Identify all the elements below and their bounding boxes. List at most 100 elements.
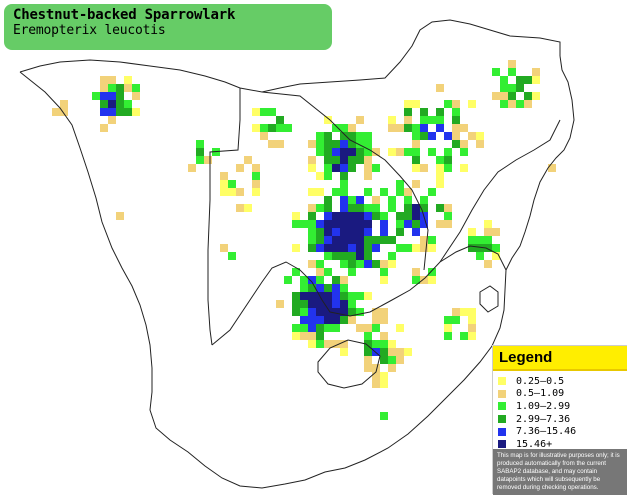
distribution-cell — [324, 236, 332, 244]
distribution-cell — [92, 92, 100, 100]
distribution-cell — [332, 140, 340, 148]
distribution-cell — [348, 260, 356, 268]
distribution-cell — [388, 148, 396, 156]
distribution-cell — [476, 140, 484, 148]
distribution-cell — [380, 212, 388, 220]
lesotho-outline — [317, 339, 381, 389]
distribution-cell — [404, 124, 412, 132]
distribution-cell — [420, 276, 428, 284]
distribution-cell — [356, 260, 364, 268]
distribution-cell — [428, 276, 436, 284]
distribution-cell — [404, 188, 412, 196]
distribution-cell — [116, 108, 124, 116]
distribution-cell — [348, 212, 356, 220]
distribution-cell — [316, 260, 324, 268]
distribution-cell — [436, 220, 444, 228]
distribution-cell — [228, 188, 236, 196]
distribution-cell — [236, 188, 244, 196]
distribution-cell — [100, 100, 108, 108]
distribution-cell — [356, 244, 364, 252]
distribution-cell — [340, 316, 348, 324]
distribution-cell — [460, 164, 468, 172]
distribution-cell — [428, 116, 436, 124]
legend-label: 15.46+ — [516, 438, 553, 450]
distribution-cell — [396, 148, 404, 156]
legend-label: 0.25–0.5 — [516, 375, 565, 387]
distribution-cell — [420, 236, 428, 244]
distribution-cell — [340, 220, 348, 228]
distribution-cell — [196, 156, 204, 164]
distribution-cell — [332, 220, 340, 228]
distribution-cell — [108, 76, 116, 84]
legend-swatch — [498, 440, 506, 449]
distribution-cell — [348, 220, 356, 228]
legend-items: 0.25–0.5 0.5–1.09 1.09–2.99 2.99–7.36 7.… — [493, 371, 627, 451]
distribution-cell — [108, 116, 116, 124]
legend-item: 0.25–0.5 — [493, 375, 627, 388]
distribution-cell — [348, 124, 356, 132]
distribution-cell — [124, 84, 132, 92]
distribution-cell — [452, 116, 460, 124]
distribution-cell — [516, 100, 524, 108]
distribution-cell — [340, 172, 348, 180]
legend-swatch — [498, 402, 506, 411]
distribution-cell — [508, 68, 516, 76]
distribution-cell — [524, 100, 532, 108]
distribution-cell — [332, 324, 340, 332]
distribution-cell — [244, 156, 252, 164]
distribution-cell — [412, 212, 420, 220]
distribution-cell — [332, 252, 340, 260]
distribution-cell — [380, 380, 388, 388]
distribution-cell — [436, 164, 444, 172]
distribution-cell — [412, 244, 420, 252]
distribution-cell — [380, 268, 388, 276]
distribution-cell — [292, 308, 300, 316]
distribution-cell — [356, 220, 364, 228]
distribution-cell — [468, 316, 476, 324]
distribution-cell — [116, 100, 124, 108]
distribution-cell — [300, 324, 308, 332]
distribution-cell — [436, 108, 444, 116]
legend-swatch — [498, 427, 506, 436]
distribution-cell — [396, 348, 404, 356]
distribution-cell — [340, 228, 348, 236]
distribution-cell — [316, 228, 324, 236]
distribution-cell — [300, 276, 308, 284]
distribution-cell — [324, 172, 332, 180]
distribution-cell — [420, 132, 428, 140]
distribution-cell — [388, 364, 396, 372]
distribution-cell — [388, 236, 396, 244]
distribution-cell — [316, 140, 324, 148]
distribution-cell — [500, 92, 508, 100]
distribution-cell — [100, 76, 108, 84]
distribution-cell — [364, 220, 372, 228]
distribution-cell — [356, 148, 364, 156]
distribution-cell — [532, 92, 540, 100]
distribution-cell — [116, 92, 124, 100]
distribution-cell — [388, 204, 396, 212]
swaziland-outline — [479, 285, 499, 313]
distribution-cell — [300, 332, 308, 340]
distribution-cell — [308, 332, 316, 340]
distribution-cell — [388, 260, 396, 268]
distribution-cell — [492, 244, 500, 252]
distribution-cell — [444, 204, 452, 212]
distribution-cell — [460, 124, 468, 132]
distribution-cell — [532, 76, 540, 84]
legend-item: 7.36–15.46 — [493, 425, 627, 438]
distribution-cell — [372, 308, 380, 316]
distribution-cell — [364, 188, 372, 196]
distribution-cell — [412, 204, 420, 212]
distribution-cell — [316, 148, 324, 156]
distribution-cell — [348, 132, 356, 140]
distribution-cell — [124, 100, 132, 108]
distribution-cell — [316, 276, 324, 284]
distribution-cell — [324, 244, 332, 252]
legend-item: 0.5–1.09 — [493, 388, 627, 401]
distribution-cell — [412, 100, 420, 108]
distribution-cell — [444, 100, 452, 108]
distribution-cell — [468, 132, 476, 140]
distribution-cell — [308, 284, 316, 292]
distribution-cell — [492, 68, 500, 76]
northern-boundary — [19, 19, 561, 93]
